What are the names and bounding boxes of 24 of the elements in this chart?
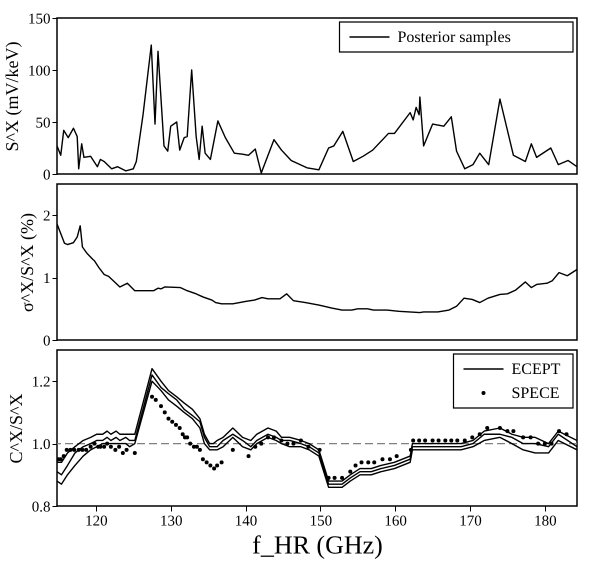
x-tick-label: 150 <box>310 514 332 530</box>
y-tick-label: 50 <box>36 116 50 132</box>
legend-label: Posterior samples <box>398 29 511 46</box>
x-tick-label: 160 <box>384 514 407 530</box>
y-tick-label: 0.8 <box>32 500 50 516</box>
x-tick-label: 130 <box>160 514 182 530</box>
x-tick-label: 140 <box>234 514 258 530</box>
y-tick-label: 1.0 <box>32 437 50 454</box>
y-tick-label: 0 <box>43 334 50 350</box>
x-axis-title: f_HR (GHz) <box>252 530 383 560</box>
x-tick-label: 170 <box>459 514 482 530</box>
legend-label: ECEPT <box>512 361 561 378</box>
x-tick-label: 120 <box>85 514 108 530</box>
y-tick-label: 1 <box>43 271 50 288</box>
y-tick-label: 1.2 <box>32 374 50 391</box>
x-tick-label: 180 <box>534 514 557 530</box>
y-tick-label: 100 <box>28 64 50 80</box>
y-tick-label: 2 <box>43 208 50 225</box>
y-axis-title: σ^X/S^X (%) <box>17 212 37 312</box>
y-axis-title: C^X/S^X <box>6 394 26 464</box>
y-tick-label: 150 <box>28 12 50 28</box>
y-tick-label: 0 <box>43 168 50 184</box>
legend-label: SPECE <box>512 385 560 402</box>
y-axis-title: S^X (mV/keV) <box>2 42 22 152</box>
